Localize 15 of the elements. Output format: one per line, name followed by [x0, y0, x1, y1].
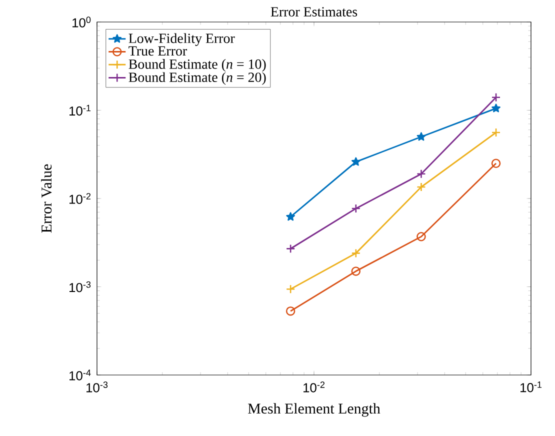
- legend-label: True Error: [128, 46, 187, 56]
- y-axis-title: Error Value: [41, 164, 52, 233]
- y-tick-label: 10$^{-1}$: [69, 104, 91, 116]
- y-tick-label: 10$^{-3}$: [69, 281, 91, 292]
- x-tick-label: 10$^{-1}$: [520, 382, 542, 392]
- legend-label: Bound Estimate (n = 20): [128, 72, 266, 85]
- y-tick-label: 10$^{0}$: [72, 16, 91, 28]
- y-tick-label: 10$^{-4}$: [69, 370, 91, 380]
- legend-label: Bound Estimate (n = 10): [128, 59, 266, 72]
- x-tick-label: 10$^{-2}$: [303, 382, 325, 392]
- chart-title: Error Estimates: [270, 7, 358, 17]
- x-axis-title: Mesh Element Length: [248, 403, 380, 417]
- y-tick-label: 10$^{-2}$: [69, 193, 91, 204]
- x-tick-label: 10$^{-3}$: [86, 382, 108, 392]
- legend-label: Low-Fidelity Error: [128, 33, 235, 46]
